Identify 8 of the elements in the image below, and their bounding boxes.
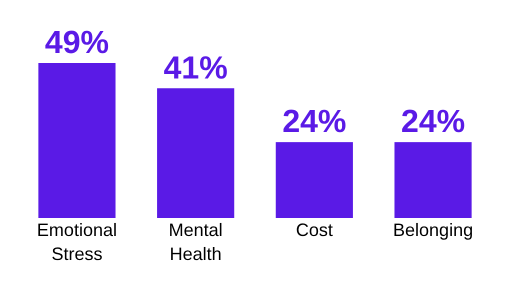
x-tick-label: Cost bbox=[296, 220, 333, 240]
x-tick-label: Emotional Stress bbox=[36, 220, 117, 264]
x-tick-label: Belonging bbox=[393, 220, 474, 240]
data-label: 24% bbox=[401, 103, 466, 140]
data-label: 24% bbox=[282, 103, 346, 140]
x-tick-label: Mental Health bbox=[168, 220, 223, 264]
data-label: 49% bbox=[44, 24, 109, 60]
data-label: 41% bbox=[164, 49, 228, 86]
